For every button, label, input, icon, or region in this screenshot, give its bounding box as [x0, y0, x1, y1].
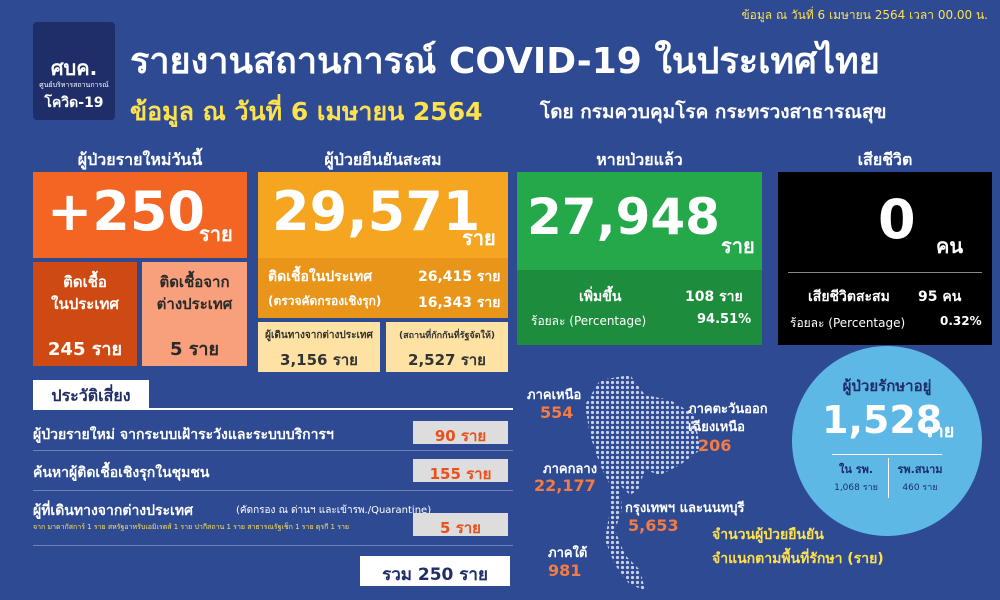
region-value: 22,177: [534, 476, 596, 495]
map-caption: จำนวนผู้ป่วยยืนยัน: [712, 527, 824, 543]
card-label: เสียชีวิต: [857, 150, 913, 169]
region-value: 5,653: [628, 516, 679, 535]
risk-value-box: 5 ราย: [413, 513, 508, 537]
card-label: ผู้ป่วยรายใหม่วันนี้: [77, 150, 203, 169]
value: 5 ราย: [169, 339, 220, 360]
divider: [788, 272, 982, 273]
card-label: หายป่วยแล้ว: [596, 150, 683, 169]
region-label: ภาคใต้: [548, 546, 588, 561]
cumulative-card: 29,571 ราย ติดเชื้อในประเทศ 26,415 ราย (…: [258, 172, 508, 318]
label: เสียชีวิตสะสม: [808, 289, 890, 305]
thailand-map: [585, 375, 700, 590]
label: ติดเชื้อในประเทศ: [268, 269, 373, 285]
title: รายงานสถานการณ์ COVID-19 ในประเทศไทย: [130, 41, 880, 82]
value: 2,527 ราย: [408, 351, 486, 369]
logo-line: โควิด-19: [44, 95, 104, 111]
divider: [33, 450, 513, 451]
new-cases-card: +250 ราย: [33, 172, 247, 258]
label: ในประเทศ: [51, 295, 119, 313]
label: ใน รพ.: [838, 463, 874, 476]
value: 245 ราย: [47, 339, 123, 360]
label: ร้อยละ (Percentage): [531, 314, 647, 328]
travelers-card: ผู้เดินทางจากต่างประเทศ 3,156 ราย: [258, 322, 380, 372]
value: 3,156 ราย: [280, 351, 358, 369]
label: ผู้เดินทางจากต่างประเทศ: [265, 330, 373, 341]
risk-label: ค้นหาผู้ติดเชื้อเชิงรุกในชุมชน: [33, 465, 210, 481]
unit: ราย: [924, 421, 955, 442]
big-value: 27,948: [527, 188, 720, 246]
value: 26,415 ราย: [418, 269, 501, 285]
value: 94.51%: [697, 312, 752, 327]
value: 1,068 ราย: [834, 483, 878, 493]
divider: [33, 408, 513, 410]
cumulative-detail: ติดเชื้อในประเทศ 26,415 ราย (ตรวจคัดกรอง…: [258, 258, 508, 318]
risk-label: ผู้ที่เดินทางจากต่างประเทศ: [33, 503, 193, 519]
risk-value: 155 ราย: [429, 465, 492, 483]
region-label: กรุงเทพฯ และนนทบุรี: [625, 501, 745, 516]
region-value: 206: [698, 436, 732, 455]
region-value: 981: [548, 561, 582, 580]
treatment-circle: ผู้ป่วยรักษาอยู่ 1,528 ราย ใน รพ. 1,068 …: [792, 346, 982, 536]
value: 0.32%: [940, 314, 982, 328]
big-value: 0: [878, 188, 916, 251]
unit: คน: [936, 234, 964, 258]
label: ผู้ป่วยรักษาอยู่: [842, 377, 932, 395]
risk-note: จาก มาดากัสการ์ 1 ราย สหรัฐอาหรับเอมิเรต…: [33, 523, 350, 531]
total: รวม 250 ราย: [382, 565, 488, 585]
card-label: ผู้ป่วยยืนยันสะสม: [324, 150, 442, 169]
subtitle-source: โดย กรมควบคุมโรค กระทรวงสาธารณสุข: [540, 101, 887, 123]
map-caption: จำแนกตามพื้นที่รักษา (ราย): [712, 551, 884, 567]
map-shape: [585, 375, 700, 590]
value: 460 ราย: [902, 483, 938, 493]
unit: ราย: [721, 234, 755, 258]
divider: [33, 545, 513, 546]
big-value: 29,571: [272, 180, 481, 243]
label: ต่างประเทศ: [156, 295, 233, 313]
risk-value: 5 ราย: [440, 519, 481, 537]
risk-value-box: 155 ราย: [413, 459, 508, 483]
region-label: เฉียงเหนือ: [688, 420, 745, 435]
region-label: ภาคตะวันออก: [688, 402, 768, 417]
risk-title: ประวัติเสี่ยง: [51, 386, 131, 405]
label: รพ.สนาม: [897, 463, 943, 476]
risk-detail: (คัดกรอง ณ ด่านฯ และเข้ารพ./Quarantine): [236, 505, 432, 516]
logo: ศบค. ศูนย์บริหารสถานการณ์ โควิด-19: [33, 22, 115, 120]
unit: ราย: [199, 222, 233, 246]
region-label: ภาคกลาง: [543, 462, 598, 477]
recovered-card: 27,948 ราย เพิ่มขึ้น 108 ราย ร้อยละ (Per…: [517, 172, 762, 345]
value: 95 คน: [918, 289, 962, 305]
unit: ราย: [462, 226, 496, 250]
logo-line: ศูนย์บริหารสถานการณ์: [39, 81, 109, 89]
value: 108 ราย: [685, 289, 743, 305]
logo-abbr: ศบค.: [50, 56, 98, 80]
domestic-card: ติดเชื้อ ในประเทศ 245 ราย: [33, 262, 137, 366]
label: เพิ่มขึ้น: [579, 289, 622, 305]
risk-title-box: ประวัติเสี่ยง: [33, 380, 149, 408]
date-note: ข้อมูล ณ วันที่ 6 เมษายน 2564 เวลา 00.00…: [741, 8, 988, 22]
big-value: +250: [47, 180, 205, 243]
label: ร้อยละ (Percentage): [790, 316, 906, 330]
divider: [33, 490, 513, 491]
divider: [888, 458, 889, 498]
label: ติดเชื้อจาก: [159, 273, 230, 291]
label: (ตรวจคัดกรองเชิงรุก): [268, 294, 382, 308]
divider: [832, 454, 942, 455]
imported-card: ติดเชื้อจาก ต่างประเทศ 5 ราย: [142, 262, 247, 366]
value: 16,343 ราย: [418, 295, 501, 311]
big-value: 1,528: [822, 398, 943, 442]
quarantine-card: (สถานที่กักกันที่รัฐจัดให้) 2,527 ราย: [386, 322, 508, 372]
risk-value: 90 ราย: [434, 427, 487, 445]
region-label: ภาคเหนือ: [527, 388, 582, 403]
label: (สถานที่กักกันที่รัฐจัดให้): [399, 331, 495, 341]
risk-label: ผู้ป่วยรายใหม่ จากระบบเฝ้าระวังและระบบบร…: [33, 427, 334, 443]
risk-value-box: 90 ราย: [413, 421, 508, 445]
subtitle-date: ข้อมูล ณ วันที่ 6 เมษายน 2564: [130, 97, 483, 126]
total-box: รวม 250 ราย: [360, 556, 510, 586]
region-value: 554: [540, 403, 574, 422]
recovered-detail: เพิ่มขึ้น 108 ราย ร้อยละ (Percentage) 94…: [517, 270, 762, 345]
label: ติดเชื้อ: [63, 273, 107, 291]
deaths-card: 0 คน เสียชีวิตสะสม 95 คน ร้อยละ (Percent…: [778, 172, 992, 345]
